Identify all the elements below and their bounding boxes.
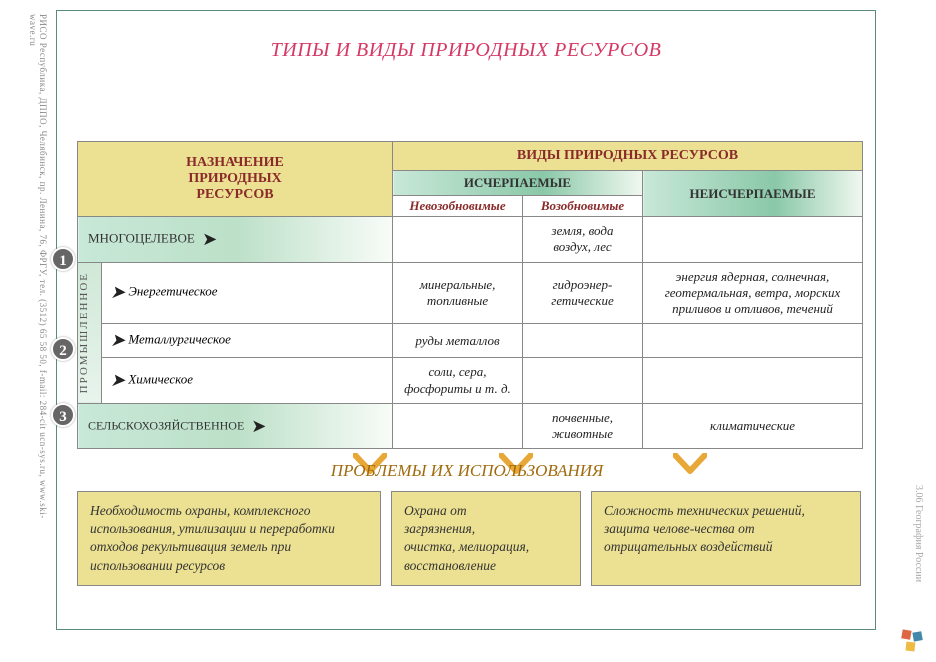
cat-energy: ➤ Энергетическое [102, 262, 393, 324]
cell-r2-c1: минеральные, топливные [393, 262, 523, 324]
cell-r3-c2 [523, 324, 643, 358]
cell-r5-c3: климатические [643, 403, 863, 449]
problem-box-2: Охрана от загрязнения, очистка, мелиорац… [391, 491, 581, 586]
cell-r5-c1 [393, 403, 523, 449]
cat-multipurpose-label: МНОГОЦЕЛЕВОЕ [88, 230, 195, 245]
header-renewable: Возобновимые [523, 196, 643, 217]
cat-agriculture: СЕЛЬСКОХОЗЯЙСТВЕННОЕ ➤ [78, 403, 393, 449]
header-purpose: НАЗНАЧЕНИЕ ПРИРОДНЫХ РЕСУРСОВ [78, 142, 393, 217]
cat-metallurgy: ➤ Металлургическое [102, 324, 393, 358]
header-kinds: ВИДЫ ПРИРОДНЫХ РЕСУРСОВ [393, 142, 863, 171]
publisher-sidebar-text: РИСО Республика, ДППО, Челябинск, пр. Ле… [18, 14, 48, 544]
industrial-side-label: ПРОМЫШЛЕННОЕ [78, 262, 102, 403]
cat-chemical: ➤ Химическое [102, 358, 393, 404]
problems-subtitle: ПРОБЛЕМЫ ИХ ИСПОЛЬЗОВАНИЯ [57, 461, 877, 481]
cell-r3-c1: руды металлов [393, 324, 523, 358]
cat-energy-label: Энергетическое [128, 284, 217, 299]
arrow-icon: ➤ [202, 229, 217, 249]
problem-box-3: Сложность технических решений, защита че… [591, 491, 861, 586]
row-metallurgy: ➤ Металлургическое руды металлов [78, 324, 863, 358]
problems-row: Необходимость охраны, комплексного испол… [77, 491, 863, 586]
row-agriculture: СЕЛЬСКОХОЗЯЙСТВЕННОЕ ➤ почвенные, животн… [78, 403, 863, 449]
cell-r1-c1 [393, 217, 523, 263]
industrial-side-text: ПРОМЫШЛЕННОЕ [78, 270, 90, 395]
cat-chemical-label: Химическое [128, 371, 193, 386]
arrow-icon: ➤ [110, 282, 125, 302]
header-inexhaustible: НЕИСЧЕРПАЕМЫЕ [643, 171, 863, 217]
cell-r2-c3: энергия ядерная, солнечная, геотермальна… [643, 262, 863, 324]
cat-agriculture-label: СЕЛЬСКОХОЗЯЙСТВЕННОЕ [88, 418, 244, 432]
header-nonrenewable: Невозобновимые [393, 196, 523, 217]
figure-number-text: 3.06 География России [913, 485, 924, 582]
row-energy: ПРОМЫШЛЕННОЕ ➤ Энергетическое минеральны… [78, 262, 863, 324]
cat-metallurgy-label: Металлургическое [128, 332, 231, 347]
header-exhaustible: ИСЧЕРПАЕМЫЕ [393, 171, 643, 196]
cell-r1-c2: земля, вода воздух, лес [523, 217, 643, 263]
arrow-icon: ➤ [251, 416, 266, 436]
resources-table: НАЗНАЧЕНИЕ ПРИРОДНЫХ РЕСУРСОВ ВИДЫ ПРИРО… [77, 141, 863, 449]
corner-logo-icon [900, 628, 926, 654]
badge-2: 2 [51, 337, 75, 361]
badge-3: 3 [51, 403, 75, 427]
cell-r1-c3 [643, 217, 863, 263]
arrow-icon: ➤ [110, 370, 125, 390]
cell-r2-c2: гидроэнер- гетические [523, 262, 643, 324]
cell-r5-c2: почвенные, животные [523, 403, 643, 449]
cell-r4-c1: соли, сера, фосфориты и т. д. [393, 358, 523, 404]
cell-r4-c2 [523, 358, 643, 404]
row-chemical: ➤ Химическое соли, сера, фосфориты и т. … [78, 358, 863, 404]
page-title-text: ТИПЫ И ВИДЫ ПРИРОДНЫХ РЕСУРСОВ [271, 39, 662, 61]
arrow-icon: ➤ [110, 330, 125, 350]
badge-1: 1 [51, 247, 75, 271]
cat-multipurpose: МНОГОЦЕЛЕВОЕ ➤ [78, 217, 393, 263]
problem-box-1: Необходимость охраны, комплексного испол… [77, 491, 381, 586]
row-multipurpose: МНОГОЦЕЛЕВОЕ ➤ земля, вода воздух, лес [78, 217, 863, 263]
cell-r3-c3 [643, 324, 863, 358]
page-title: ТИПЫ И ВИДЫ ПРИРОДНЫХ РЕСУРСОВ [57, 39, 875, 62]
cell-r4-c3 [643, 358, 863, 404]
content-frame: ТИПЫ И ВИДЫ ПРИРОДНЫХ РЕСУРСОВ НАЗНАЧЕНИ… [56, 10, 876, 630]
